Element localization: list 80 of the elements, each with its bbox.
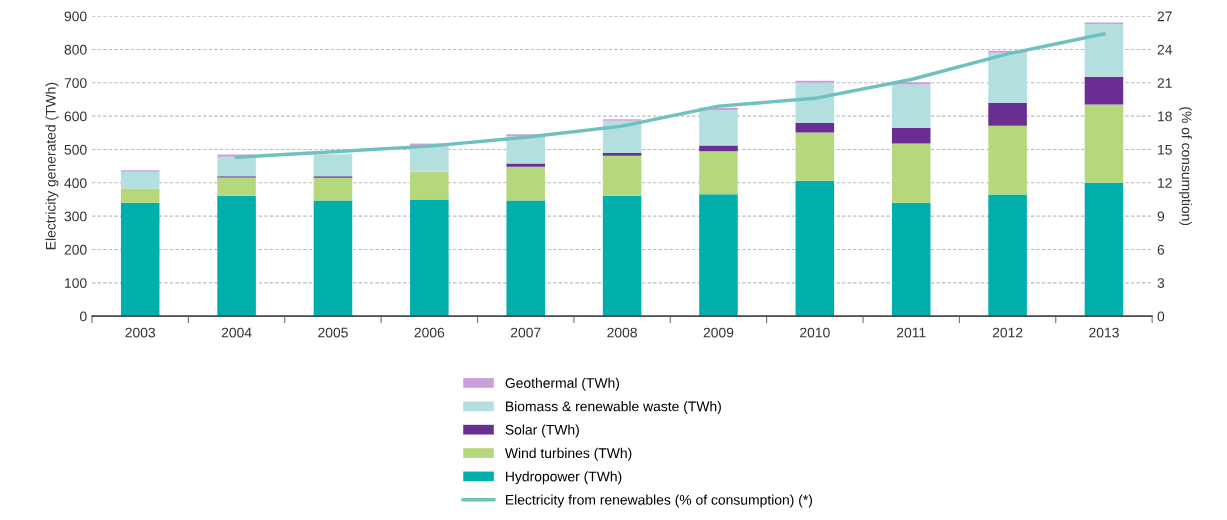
x-tick-label: 2012 <box>992 327 1023 338</box>
y-tick-label: 400 <box>64 178 87 188</box>
bar <box>410 199 449 317</box>
x-tick-label: 2005 <box>318 327 348 338</box>
bar <box>795 80 835 83</box>
bar <box>120 188 160 203</box>
x-tick-label: 2007 <box>510 327 541 338</box>
bar <box>699 151 738 195</box>
y-tick-label: 500 <box>64 144 87 155</box>
y2-tick-label: 0 <box>1157 311 1165 322</box>
bar <box>795 122 835 133</box>
bar <box>988 125 1027 195</box>
y2-tick-label: 15 <box>1158 144 1172 155</box>
bar <box>313 177 353 201</box>
bar <box>506 136 545 164</box>
bar <box>891 127 931 144</box>
legend-label: Hydropower (TWh) <box>506 471 622 485</box>
bar <box>217 195 256 317</box>
y-tick-label: 600 <box>64 111 87 122</box>
x-tick-label: 2006 <box>414 327 445 338</box>
bar <box>795 132 835 181</box>
bar <box>891 84 931 128</box>
legend-label: Geothermal (TWh) <box>505 377 620 391</box>
x-tick-label: 2004 <box>221 327 252 338</box>
legend-label: Wind turbines (TWh) <box>504 447 632 461</box>
bar <box>120 171 160 189</box>
y2-tick-label: 18 <box>1158 111 1172 122</box>
bar <box>699 110 738 146</box>
bar <box>120 202 160 317</box>
bar <box>988 194 1027 317</box>
x-tick-label: 2009 <box>703 327 734 338</box>
bar <box>1084 182 1124 317</box>
y2-tick-label: 6 <box>1157 244 1165 255</box>
bar <box>1084 24 1124 77</box>
x-tick-label: 2011 <box>896 327 926 338</box>
bar <box>795 82 835 123</box>
bar <box>988 102 1027 126</box>
y2-tick-label: 9 <box>1157 211 1165 222</box>
bar <box>506 200 545 317</box>
y2-tick-label: 12 <box>1158 178 1172 188</box>
y-tick-label: 200 <box>64 244 87 255</box>
y2-tick-label: 24 <box>1157 44 1173 55</box>
y-tick-label: 700 <box>64 78 87 88</box>
bar <box>1084 76 1124 105</box>
y2-tick-label: 27 <box>1157 11 1172 22</box>
x-tick-label: 2010 <box>800 327 830 338</box>
x-tick-label: 2008 <box>607 327 637 338</box>
bar <box>217 156 256 177</box>
line-series <box>234 32 1106 159</box>
bar <box>313 200 353 317</box>
y2-tick-label: 21 <box>1157 78 1172 88</box>
bar <box>602 152 642 156</box>
legend-label: Solar (TWh) <box>505 424 579 438</box>
bar <box>217 177 256 196</box>
bar <box>795 180 835 317</box>
legend-label: Electricity from renewables (% of consumption) (*) <box>506 494 812 508</box>
y2-axis-title: (% of consumption) <box>1178 107 1192 226</box>
y-tick-label: 900 <box>64 11 87 22</box>
x-tick-label: 2013 <box>1089 327 1119 338</box>
y2-tick-label: 3 <box>1157 278 1165 288</box>
x-tick-label: 2003 <box>125 327 156 338</box>
legend-label: Biomass & renewable waste (TWh) <box>506 401 721 415</box>
bar <box>891 202 931 317</box>
bar <box>1084 104 1124 183</box>
bar <box>410 146 449 172</box>
bar <box>602 155 642 196</box>
bar <box>313 154 353 177</box>
bar <box>410 171 449 200</box>
bar <box>506 166 545 201</box>
y-tick-label: 0 <box>79 311 87 322</box>
bar <box>891 143 931 203</box>
bar <box>988 52 1027 103</box>
bar <box>699 194 738 317</box>
bar <box>506 163 545 167</box>
bar <box>699 145 738 152</box>
y-tick-label: 100 <box>65 278 87 288</box>
y-tick-label: 300 <box>64 211 87 222</box>
y-axis-title: Electricity generated (TWh) <box>45 82 59 250</box>
y-tick-label: 800 <box>64 44 87 55</box>
bar <box>602 195 642 317</box>
